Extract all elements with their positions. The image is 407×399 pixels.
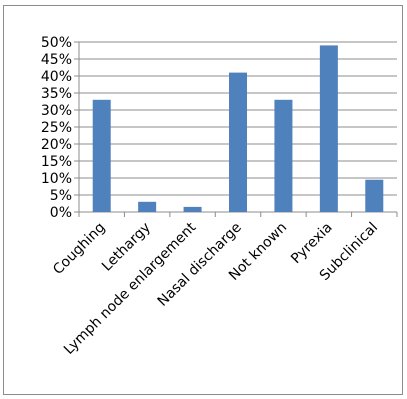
bar-not-known [274, 99, 293, 212]
y-tick-label: 5% [50, 188, 72, 204]
y-tick-label: 35% [41, 86, 72, 102]
y-tick-label: 45% [41, 52, 72, 68]
y-tick-labels: 0%5%10%15%20%25%30%35%40%45%50% [41, 35, 72, 221]
y-tick-label: 0% [50, 205, 72, 221]
bar-subclinical [365, 179, 384, 212]
y-tick-label: 50% [41, 35, 72, 51]
gridlines [79, 41, 397, 196]
bar-pyrexia [319, 45, 338, 213]
x-category-label: Nasal discharge [155, 220, 245, 310]
y-tick-label: 25% [41, 120, 72, 136]
y-tick-label: 20% [41, 137, 72, 153]
y-tick-label: 10% [41, 171, 72, 187]
y-tick-label: 15% [41, 154, 72, 170]
bar-coughing [92, 99, 111, 212]
x-category-label: Coughing [50, 220, 108, 278]
bar-nasal-discharge [229, 72, 247, 212]
bar-lethargy [138, 201, 157, 212]
bars [92, 45, 384, 213]
bar-lymph-node-enlargement [183, 206, 202, 212]
y-tick-label: 30% [41, 103, 72, 119]
y-tick-label: 40% [41, 69, 72, 85]
